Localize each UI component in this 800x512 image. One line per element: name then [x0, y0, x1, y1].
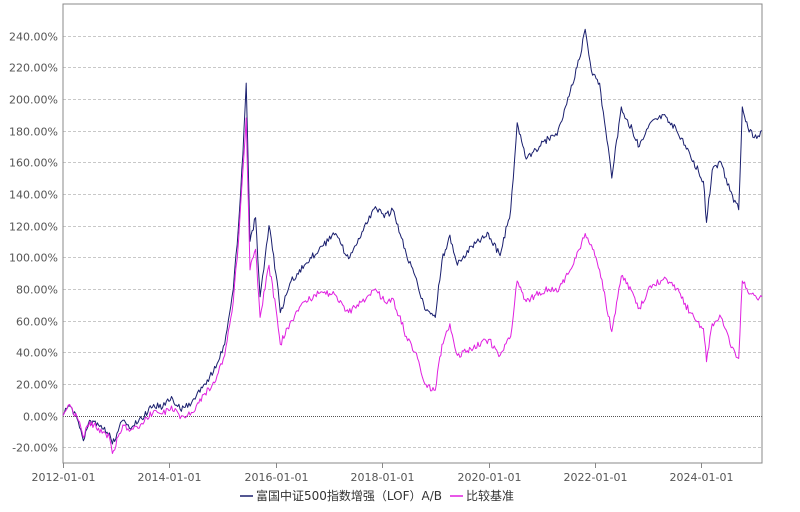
y-tick-label: 60.00% [16, 316, 58, 329]
series-line-benchmark [62, 117, 763, 454]
x-tick-label: 2020-01-01 [458, 471, 522, 484]
y-tick-label: 40.00% [16, 347, 58, 360]
gridlines [63, 36, 762, 448]
y-tick-label: 200.00% [9, 94, 58, 107]
legend: 富国中证500指数增强（LOF）A/B 比较基准 [240, 488, 514, 503]
series-line-fund [62, 28, 763, 445]
y-tick-label: -20.00% [12, 442, 58, 455]
y-tick-label: 180.00% [9, 126, 58, 139]
x-tick-label: 2022-01-01 [564, 471, 628, 484]
x-tick-label: 2018-01-01 [351, 471, 415, 484]
y-tick-label: 120.00% [9, 221, 58, 234]
y-tick-label: 140.00% [9, 189, 58, 202]
axes: -20.00% 0.00% 20.00% 40.00% 60.00% 80.00% 100.… [9, 3, 763, 484]
y-tick-label: 160.00% [9, 157, 58, 170]
y-tick-label: 0.00% [23, 411, 58, 424]
legend-label: 富国中证500指数增强（LOF）A/B [256, 488, 442, 503]
y-tick-label: 80.00% [16, 284, 58, 297]
x-tick-label: 2012-01-01 [32, 471, 96, 484]
y-tick-label: 20.00% [16, 379, 58, 392]
plot-frame [62, 3, 763, 464]
series-lines [62, 28, 763, 454]
y-tick-label: 220.00% [9, 62, 58, 75]
x-tick-label: 2024-01-01 [670, 471, 734, 484]
x-tick-label: 2014-01-01 [138, 471, 202, 484]
x-tick-label: 2016-01-01 [245, 471, 309, 484]
y-tick-label: 240.00% [9, 31, 58, 44]
legend-label: 比较基准 [466, 488, 514, 503]
y-tick-label: 100.00% [9, 252, 58, 265]
